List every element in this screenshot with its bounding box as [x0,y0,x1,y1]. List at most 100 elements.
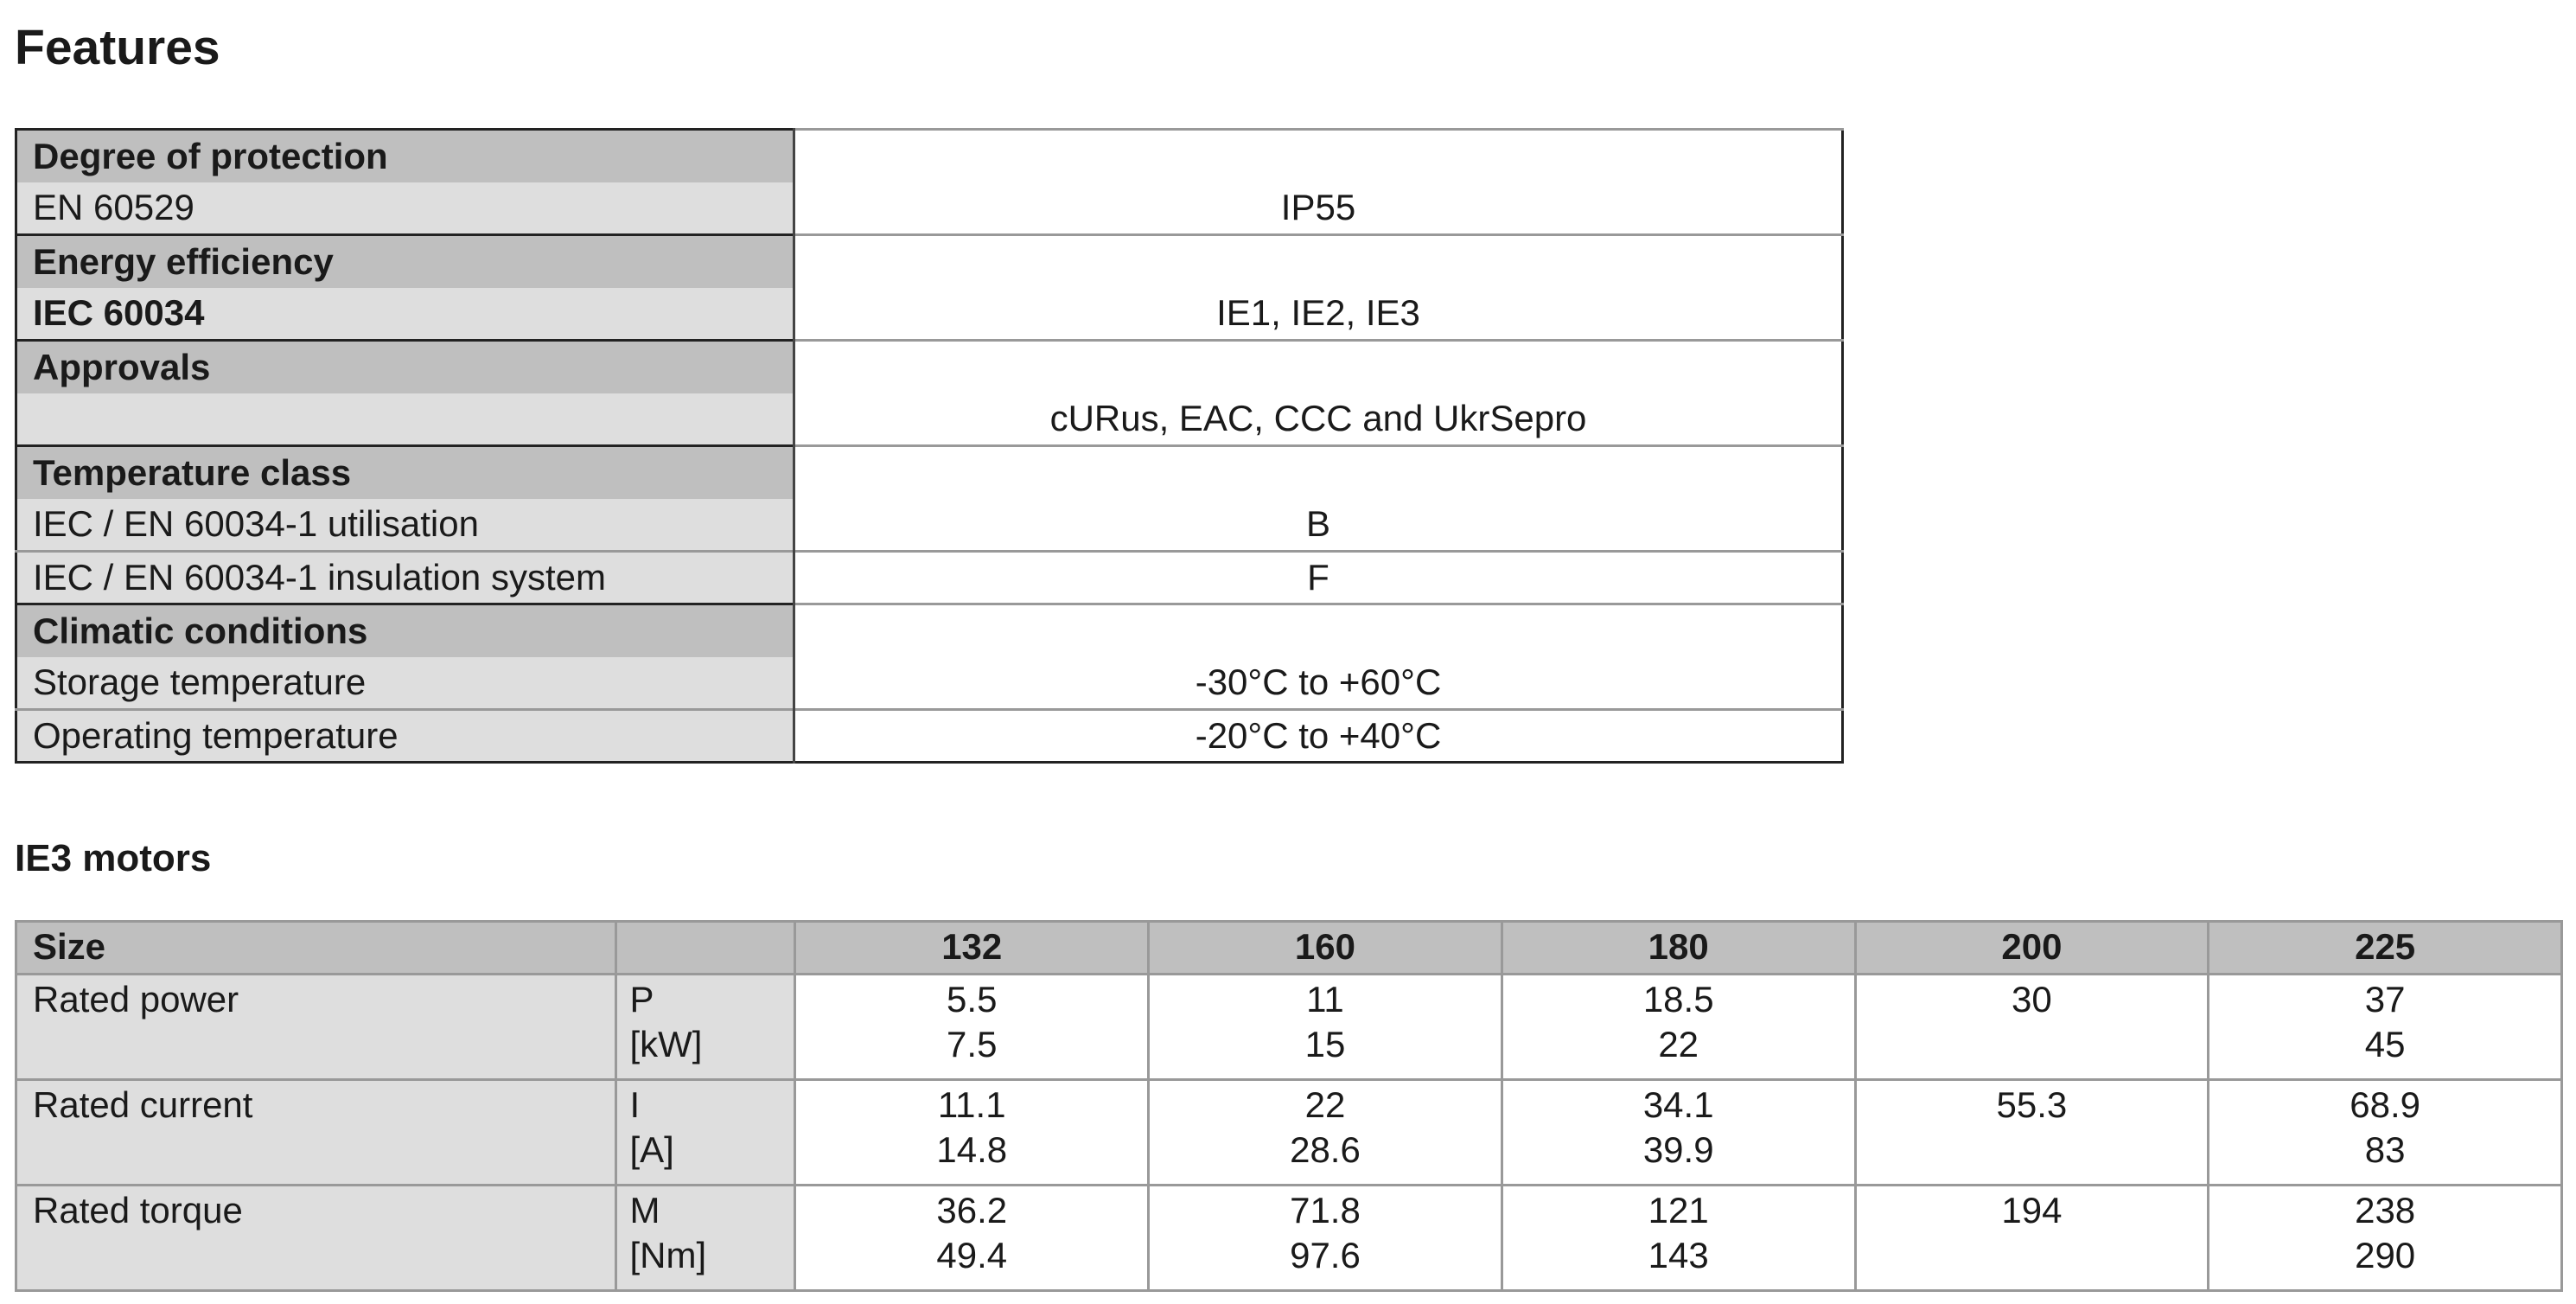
feature-row: IEC / EN 60034-1 utilisation B [16,498,1843,552]
value: 143 [1648,1235,1709,1275]
value: 18.5 [1642,979,1714,1020]
value-cell: 30 [1853,973,2210,1081]
group-heading: Energy efficiency [16,233,795,288]
feature-label: EN 60529 [16,182,795,235]
feature-row: IEC / EN 60034-1 insulation system F [16,550,1843,604]
value-cell [794,233,1843,288]
row-label: Rated power [14,973,618,1081]
feature-row: Operating temperature -20°C to +40°C [16,708,1843,763]
value: 55.3 [1996,1084,2068,1125]
feature-row: cURus, EAC, CCC and UkrSepro [16,393,1843,446]
size-header: 132 [794,920,1151,975]
value: 36.2 [936,1190,1008,1230]
feature-row: IEC 60034 IE1, IE2, IE3 [16,287,1843,341]
value-cell: 34.1 39.9 [1500,1078,1857,1186]
value: 121 [1648,1190,1709,1230]
group-heading: Approvals [16,339,795,393]
value-cell: 71.8 97.6 [1147,1184,1503,1292]
group-heading: Temperature class [16,444,795,499]
group-heading-row: Climatic conditions [16,603,1843,657]
value-cell: 121 143 [1500,1184,1857,1292]
header-row: Size 132 160 180 200 225 [14,920,2563,975]
value-cell [794,444,1843,499]
feature-value: -30°C to +60°C [794,656,1843,710]
symbol: I [629,1084,641,1125]
value-cell: 55.3 [1853,1078,2210,1186]
row-label: Rated current [14,1078,618,1186]
value-cell [794,339,1843,393]
value-cell: 5.5 7.5 [794,973,1151,1081]
value: 194 [2001,1190,2063,1230]
feature-value: cURus, EAC, CCC and UkrSepro [794,393,1843,446]
symbol: M [629,1190,660,1230]
value: 34.1 [1642,1084,1714,1125]
value: 22 [1304,1084,1346,1125]
feature-value: IE1, IE2, IE3 [794,287,1843,341]
value: 49.4 [936,1235,1008,1275]
unit: [A] [629,1129,674,1170]
unit: [Nm] [629,1235,707,1275]
feature-row: EN 60529 IP55 [16,182,1843,235]
value: 7.5 [947,1024,998,1064]
value-cell: 37 45 [2207,973,2563,1081]
unit-cell: M [Nm] [615,1184,797,1292]
value-cell: 18.5 22 [1500,973,1857,1081]
symbol: P [629,979,654,1020]
value: 30 [2012,979,2052,1020]
size-header: 200 [1853,920,2210,975]
value-cell: 194 [1853,1184,2210,1292]
value: 68.9 [2350,1084,2420,1125]
value: 97.6 [1290,1235,1361,1275]
feature-value: -20°C to +40°C [794,708,1843,763]
features-table: Degree of protection EN 60529 IP55 Energy e… [15,128,1844,764]
value-cell: 68.9 83 [2207,1078,2563,1186]
feature-label: IEC / EN 60034-1 utilisation [16,498,795,552]
value-cell: 22 28.6 [1147,1078,1503,1186]
data-row: Rated power P [kW] 5.5 7.5 11 15 18.5 22 30 37 45 [14,973,2563,1081]
unit: [kW] [629,1024,703,1064]
value: 39.9 [1642,1129,1714,1170]
value: 37 [2364,979,2406,1020]
unit-cell: P [kW] [615,973,797,1081]
value: 22 [1658,1024,1699,1064]
value: 11.1 [937,1084,1006,1125]
group-heading: Climatic conditions [16,603,795,657]
ie3-table: Size 132 160 180 200 225 Rated power P [kW] 5.5 7.… [14,920,2563,1292]
value: 11 [1306,979,1344,1020]
feature-value: F [794,550,1843,604]
feature-value: B [794,498,1843,552]
value: 14.8 [936,1129,1008,1170]
data-row: Rated current I [A] 11.1 14.8 22 28.6 34.1 39.9 5… [14,1078,2563,1186]
header-label: Size [14,920,618,975]
value-cell: 36.2 49.4 [794,1184,1151,1292]
value-cell: 11.1 14.8 [794,1078,1151,1186]
feature-label: IEC 60034 [16,287,795,341]
value: 238 [2355,1190,2416,1230]
group-heading-row: Degree of protection [16,128,1843,182]
value-cell: 238 290 [2207,1184,2563,1292]
group-heading: Degree of protection [16,128,795,182]
header-cell [615,920,797,975]
feature-label: Storage temperature [16,656,795,710]
data-row: Rated torque M [Nm] 36.2 49.4 71.8 97.6 121 143 1… [14,1184,2563,1292]
value-cell: 11 15 [1147,973,1503,1081]
group-heading-row: Energy efficiency [16,233,1843,288]
value: 45 [2364,1024,2406,1064]
group-heading-row: Temperature class [16,444,1843,499]
value: 83 [2364,1129,2406,1170]
feature-label [16,393,795,446]
feature-value: IP55 [794,182,1843,235]
group-heading-row: Approvals [16,339,1843,393]
value: 5.5 [947,979,998,1020]
row-label: Rated torque [14,1184,618,1292]
value: 28.6 [1290,1129,1361,1170]
size-header: 160 [1147,920,1503,975]
value-cell [794,128,1843,182]
size-header: 180 [1500,920,1857,975]
feature-label: IEC / EN 60034-1 insulation system [16,550,795,604]
value: 290 [2355,1235,2416,1275]
unit-cell: I [A] [615,1078,797,1186]
size-header: 225 [2207,920,2563,975]
feature-label: Operating temperature [16,708,795,763]
